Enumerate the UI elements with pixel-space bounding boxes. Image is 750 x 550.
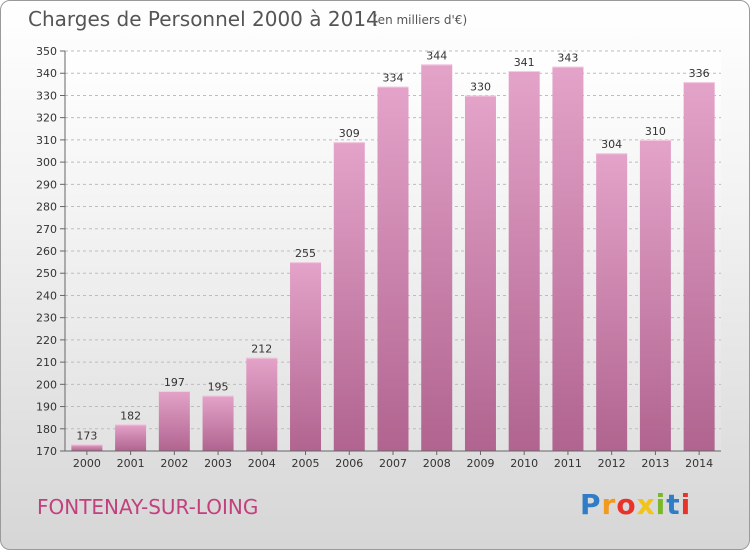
logo-letter: P <box>580 488 602 521</box>
bar-2011 <box>552 66 584 452</box>
bar-2008 <box>421 64 453 452</box>
x-tick-label-2001: 2001 <box>117 457 145 470</box>
y-tick-label: 180 <box>36 423 57 436</box>
y-tick-label: 230 <box>36 312 57 325</box>
x-tick-label-2013: 2013 <box>641 457 669 470</box>
bars: 173 182 197 195 212 255 309 334 344 330 341 343 304 3… <box>71 49 715 452</box>
value-label-2007: 334 <box>383 72 404 85</box>
x-tick-label-2011: 2011 <box>554 457 582 470</box>
y-tick-label: 310 <box>36 134 57 147</box>
bar-2006 <box>333 142 365 451</box>
y-tick-label: 190 <box>36 401 57 414</box>
bar-2001 <box>115 424 147 451</box>
value-label-2010: 341 <box>514 56 535 69</box>
value-label-2004: 212 <box>251 343 272 356</box>
y-tick-label: 340 <box>36 67 57 80</box>
x-tick-label-2003: 2003 <box>204 457 232 470</box>
axes: 170 180 190 200 210 220 230 240 250 260 270 280 290 3… <box>36 45 721 470</box>
logo-letter: r <box>601 488 617 521</box>
y-tick-label: 200 <box>36 378 57 391</box>
chart-title: Charges de Personnel 2000 à 2014 <box>28 7 379 31</box>
bar-2005 <box>290 262 322 451</box>
x-tick-label-2007: 2007 <box>379 457 407 470</box>
bar-2000 <box>71 444 103 451</box>
y-tick-label: 290 <box>36 178 57 191</box>
y-tick-label: 240 <box>36 289 57 302</box>
value-label-2005: 255 <box>295 247 316 260</box>
logo-letter: o <box>616 488 637 521</box>
value-label-2011: 343 <box>557 52 578 65</box>
y-tick-label: 210 <box>36 356 57 369</box>
logo-letter: i <box>680 488 692 521</box>
value-label-2003: 195 <box>208 380 229 393</box>
y-tick-label: 350 <box>36 45 57 58</box>
x-tick-label-2002: 2002 <box>160 457 188 470</box>
x-tick-label-2014: 2014 <box>685 457 713 470</box>
logo-letter: t <box>666 488 681 521</box>
bar-2002 <box>158 391 190 451</box>
bar-2010 <box>508 71 540 451</box>
y-tick-label: 280 <box>36 201 57 214</box>
y-tick-label: 270 <box>36 223 57 236</box>
value-label-2000: 173 <box>76 429 97 442</box>
chart-subtitle: (en milliers d'€) <box>373 13 468 27</box>
proxiti-logo: Proxiti <box>580 488 691 521</box>
value-label-2009: 330 <box>470 80 491 93</box>
x-tick-label-2005: 2005 <box>292 457 320 470</box>
value-label-2014: 336 <box>689 67 710 80</box>
x-tick-label-2010: 2010 <box>510 457 538 470</box>
bar-2004 <box>246 357 278 451</box>
bar-2007 <box>377 86 409 452</box>
x-tick-label-2004: 2004 <box>248 457 276 470</box>
y-tick-label: 320 <box>36 112 57 125</box>
x-tick-label-2012: 2012 <box>598 457 626 470</box>
bar-2014 <box>683 82 715 451</box>
value-label-2002: 197 <box>164 376 185 389</box>
logo-letter: i <box>655 488 667 521</box>
value-label-2013: 310 <box>645 125 666 138</box>
bar-2003 <box>202 395 234 451</box>
value-label-2012: 304 <box>601 138 622 151</box>
location-name: FONTENAY-SUR-LOING <box>37 495 259 519</box>
bar-2013 <box>639 139 671 451</box>
logo-letter: x <box>636 488 656 521</box>
y-tick-label: 170 <box>36 445 57 458</box>
value-label-2006: 309 <box>339 127 360 140</box>
y-tick-label: 260 <box>36 245 57 258</box>
y-tick-label: 220 <box>36 334 57 347</box>
bar-2009 <box>464 95 496 451</box>
x-tick-label-2000: 2000 <box>73 457 101 470</box>
y-tick-label: 300 <box>36 156 57 169</box>
x-tick-label-2009: 2009 <box>466 457 494 470</box>
value-label-2001: 182 <box>120 409 141 422</box>
x-tick-label-2006: 2006 <box>335 457 363 470</box>
bar-2012 <box>596 153 628 451</box>
value-label-2008: 344 <box>426 49 447 62</box>
y-tick-label: 250 <box>36 267 57 280</box>
x-tick-label-2008: 2008 <box>423 457 451 470</box>
y-tick-label: 330 <box>36 89 57 102</box>
